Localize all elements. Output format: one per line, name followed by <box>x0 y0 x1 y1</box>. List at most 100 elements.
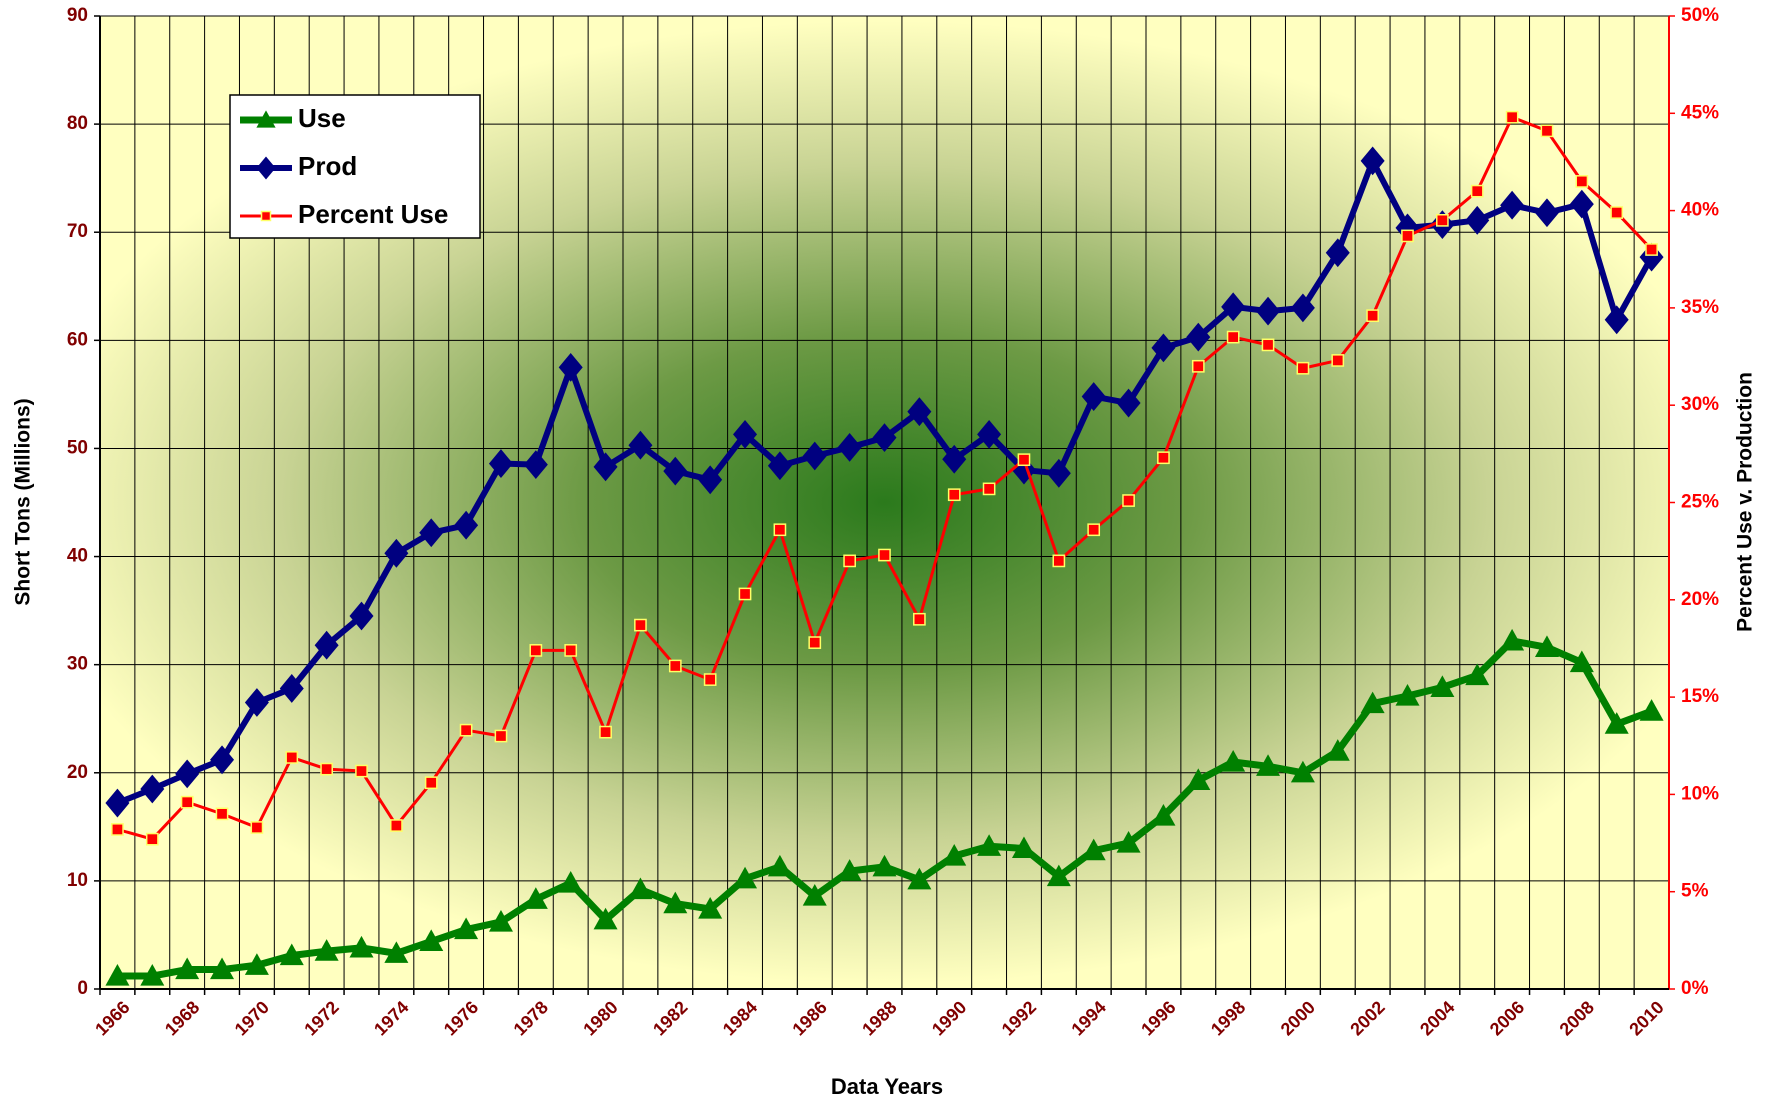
x-tick-label: 1994 <box>1067 997 1109 1039</box>
marker-square <box>703 673 717 686</box>
x-tick-label: 2006 <box>1486 997 1528 1039</box>
marker-diamond <box>1256 296 1281 326</box>
marker-square <box>1436 213 1449 227</box>
marker-square <box>1505 110 1519 124</box>
series-diamond <box>105 146 1664 818</box>
x-tick-label: 1988 <box>858 997 900 1039</box>
marker-diamond <box>314 630 339 660</box>
marker-square <box>1017 453 1031 467</box>
marker-diamond <box>105 788 130 818</box>
y-tick-label: 20 <box>67 762 88 783</box>
marker-square <box>1122 494 1135 507</box>
marker-square <box>947 488 961 502</box>
marker-square <box>250 821 264 834</box>
marker-triangle <box>1116 831 1141 853</box>
y2-tick-label: 30% <box>1681 394 1719 415</box>
marker-square <box>1052 554 1066 568</box>
marker-triangle <box>663 891 688 914</box>
legend-label: Use <box>298 103 346 133</box>
marker-diamond <box>872 423 897 453</box>
marker-square <box>808 636 822 649</box>
marker-triangle <box>256 110 276 128</box>
x-axis-title: Data Years <box>831 1074 943 1099</box>
marker-triangle <box>1151 804 1176 826</box>
legend-label: Percent Use <box>298 199 448 229</box>
marker-square <box>634 618 647 632</box>
x-tick-label: 1982 <box>649 997 691 1039</box>
marker-triangle <box>767 854 792 877</box>
marker-square <box>459 723 473 737</box>
x-tick-label: 2002 <box>1346 997 1388 1039</box>
marker-square <box>390 819 403 832</box>
marker-triangle <box>279 943 304 966</box>
marker-triangle <box>523 887 548 909</box>
marker-square <box>494 729 508 743</box>
marker-diamond <box>419 518 444 548</box>
x-tick-label: 1978 <box>510 997 552 1039</box>
y-tick-label: 60 <box>67 329 88 350</box>
marker-diamond <box>175 759 200 789</box>
marker-triangle <box>1395 684 1420 706</box>
y2-tick-label: 40% <box>1681 200 1719 221</box>
marker-square <box>599 725 612 739</box>
marker-square <box>285 751 299 764</box>
y2-tick-label: 20% <box>1681 589 1719 610</box>
x-tick-label: 1986 <box>788 997 830 1039</box>
x-tick-label: 1980 <box>579 997 621 1039</box>
y-tick-label: 70 <box>67 221 88 242</box>
y-tick-label: 10 <box>67 870 88 891</box>
marker-diamond <box>1325 238 1350 268</box>
marker-triangle <box>454 917 479 940</box>
marker-triangle <box>244 953 269 975</box>
marker-diamond <box>1569 189 1594 219</box>
x-tick-label: 1992 <box>998 997 1040 1039</box>
series-triangle <box>105 628 1664 986</box>
y2-tick-label: 35% <box>1681 297 1719 318</box>
y-tick-label: 30 <box>67 654 88 675</box>
marker-diamond <box>279 674 304 703</box>
marker-triangle <box>314 939 339 961</box>
y-tick-label: 50 <box>67 437 88 458</box>
marker-triangle <box>1360 691 1385 714</box>
marker-diamond <box>942 444 967 474</box>
marker-diamond <box>663 456 688 486</box>
y-tick-label: 90 <box>67 5 88 26</box>
series-square <box>111 110 1658 846</box>
marker-diamond <box>256 156 276 180</box>
y-tick-label: 80 <box>67 113 88 134</box>
marker-triangle <box>698 896 723 919</box>
marker-diamond <box>698 465 723 495</box>
marker-diamond <box>523 450 548 480</box>
marker-diamond <box>454 510 479 540</box>
marker-square <box>1645 243 1658 256</box>
marker-triangle <box>419 929 444 952</box>
marker-triangle <box>210 957 235 980</box>
marker-triangle <box>140 964 165 986</box>
marker-diamond <box>593 452 618 482</box>
marker-triangle <box>1325 739 1350 761</box>
marker-square <box>668 659 682 673</box>
marker-square <box>1470 184 1484 198</box>
marker-triangle <box>593 907 618 930</box>
marker-triangle <box>175 957 200 980</box>
marker-diamond <box>244 688 269 717</box>
marker-square <box>320 762 333 776</box>
marker-triangle <box>1569 650 1594 673</box>
x-tick-label: 2000 <box>1277 997 1319 1039</box>
marker-square <box>529 644 543 657</box>
marker-diamond <box>1186 322 1211 352</box>
marker-diamond <box>628 430 653 460</box>
marker-square <box>260 210 272 222</box>
marker-triangle <box>1604 712 1629 734</box>
marker-diamond <box>384 538 409 568</box>
marker-square <box>111 823 124 836</box>
y2-tick-label: 45% <box>1681 102 1719 123</box>
legend-label: Prod <box>298 151 357 181</box>
y2-tick-label: 50% <box>1681 5 1719 26</box>
marker-triangle <box>1256 754 1281 776</box>
marker-square <box>1366 309 1379 323</box>
marker-triangle <box>1290 760 1315 783</box>
marker-diamond <box>1360 146 1385 176</box>
marker-triangle <box>1500 628 1525 651</box>
marker-triangle <box>1465 663 1490 686</box>
